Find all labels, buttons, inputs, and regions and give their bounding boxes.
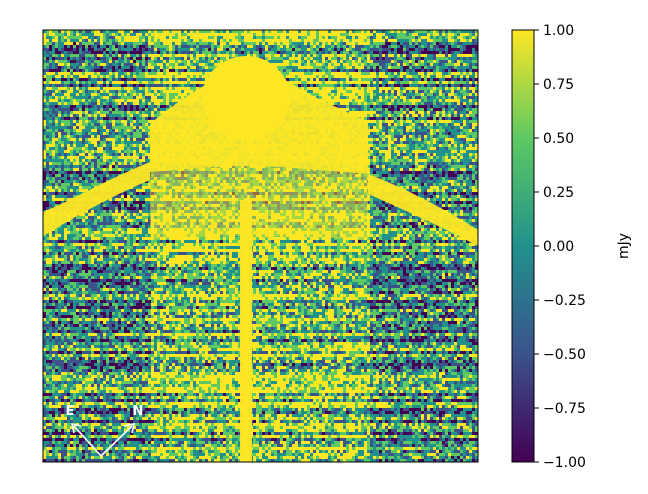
vertical-jet-core	[243, 230, 249, 462]
colorbar-tick-label: −0.75	[543, 401, 586, 417]
central-core	[202, 56, 290, 140]
east-arrow-line	[73, 425, 102, 457]
image-frame	[42, 29, 479, 463]
colorbar: 1.00 0.75 0.50 0.25 0.00 −0.25 −0.50 −0.75 −1.00…	[511, 23, 632, 471]
colorbar-tick-label: 1.00	[543, 23, 574, 39]
colorbar-tick-label: 0.75	[543, 77, 574, 93]
north-arrow-line	[100, 425, 133, 457]
east-arrowhead	[70, 422, 82, 434]
central-lower-region	[150, 166, 368, 240]
image-panel: E N	[42, 29, 479, 463]
right-diagonal-band	[368, 174, 478, 246]
bright-features	[43, 56, 478, 462]
compass: E N	[66, 404, 144, 457]
colorbar-tick-label: −0.25	[543, 293, 586, 309]
left-diagonal-band	[43, 162, 150, 236]
colorbar-tick-label: −0.50	[543, 347, 586, 363]
colorbar-fill	[512, 30, 534, 462]
colorbar-ticks: 1.00 0.75 0.50 0.25 0.00 −0.25 −0.50 −0.75 −1.00	[534, 23, 586, 471]
colorbar-tick-label: 0.25	[543, 185, 574, 201]
colorbar-tick-label: −1.00	[543, 455, 586, 471]
colorbar-label: mJy	[616, 233, 632, 259]
colorbar-tick-label: 0.50	[543, 131, 574, 147]
east-label: E	[66, 404, 75, 419]
colorbar-tick-label: 0.00	[543, 239, 574, 255]
north-label: N	[133, 404, 144, 419]
north-arrowhead	[123, 422, 136, 434]
